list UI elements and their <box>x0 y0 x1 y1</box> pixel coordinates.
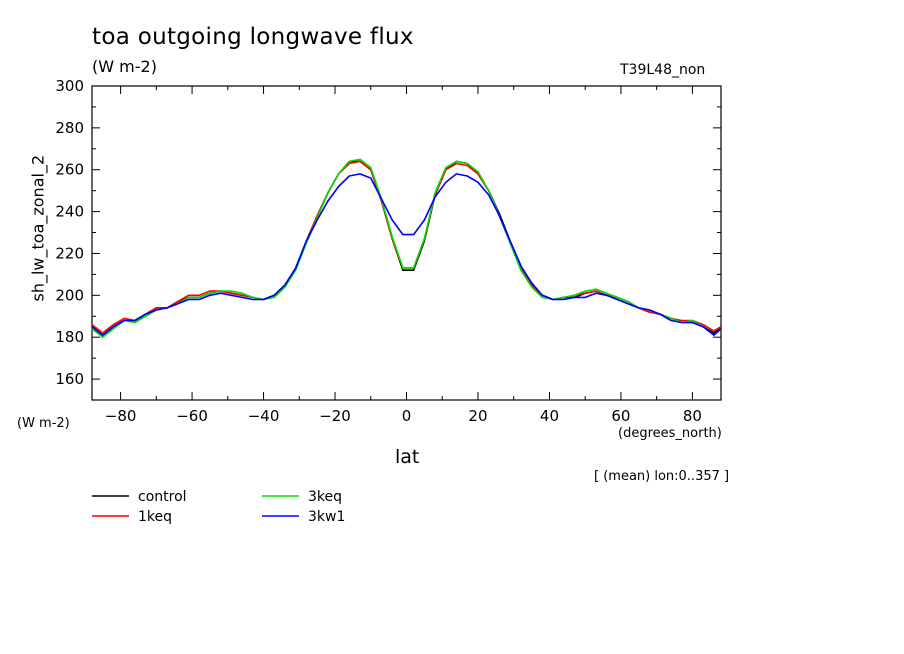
plot-frame <box>91 85 722 401</box>
run-label: T39L48_non <box>620 62 706 78</box>
series-line-control <box>91 160 722 336</box>
x-axis-units: (degrees_north) <box>618 426 722 441</box>
series-line-3keq <box>91 158 722 339</box>
x-tick-label: −20 <box>319 407 351 425</box>
x-tick-label: 0 <box>402 407 412 425</box>
legend-label-1keq: 1keq <box>138 509 172 525</box>
chart-title: toa outgoing longwave flux <box>92 24 414 50</box>
y-axis-units: (W m-2) <box>17 416 70 431</box>
mean-note: [ (mean) lon:0..357 ] <box>594 469 730 484</box>
legend-label-3kw1: 3kw1 <box>308 509 345 525</box>
y-tick-label: 200 <box>55 286 84 304</box>
series-line-1keq <box>91 160 722 334</box>
x-tick-label: 40 <box>540 407 559 425</box>
x-tick-label: 20 <box>468 407 487 425</box>
x-tick-label: 80 <box>683 407 702 425</box>
chart-units: (W m-2) <box>92 57 157 76</box>
legend-label-3keq: 3keq <box>308 489 342 505</box>
x-tick-label: −80 <box>105 407 137 425</box>
series-line-3kw1 <box>91 173 722 336</box>
x-tick-label: −60 <box>176 407 208 425</box>
x-tick-label: −40 <box>248 407 280 425</box>
x-axis-label: lat <box>395 446 420 468</box>
y-tick-label: 280 <box>55 119 84 137</box>
y-tick-label: 220 <box>55 244 84 262</box>
y-tick-label: 160 <box>55 370 84 388</box>
y-tick-label: 300 <box>55 77 84 95</box>
legend-label-control: control <box>138 489 187 505</box>
y-tick-label: 240 <box>55 203 84 221</box>
x-tick-label: 60 <box>611 407 630 425</box>
y-tick-label: 260 <box>55 161 84 179</box>
y-tick-label: 180 <box>55 328 84 346</box>
